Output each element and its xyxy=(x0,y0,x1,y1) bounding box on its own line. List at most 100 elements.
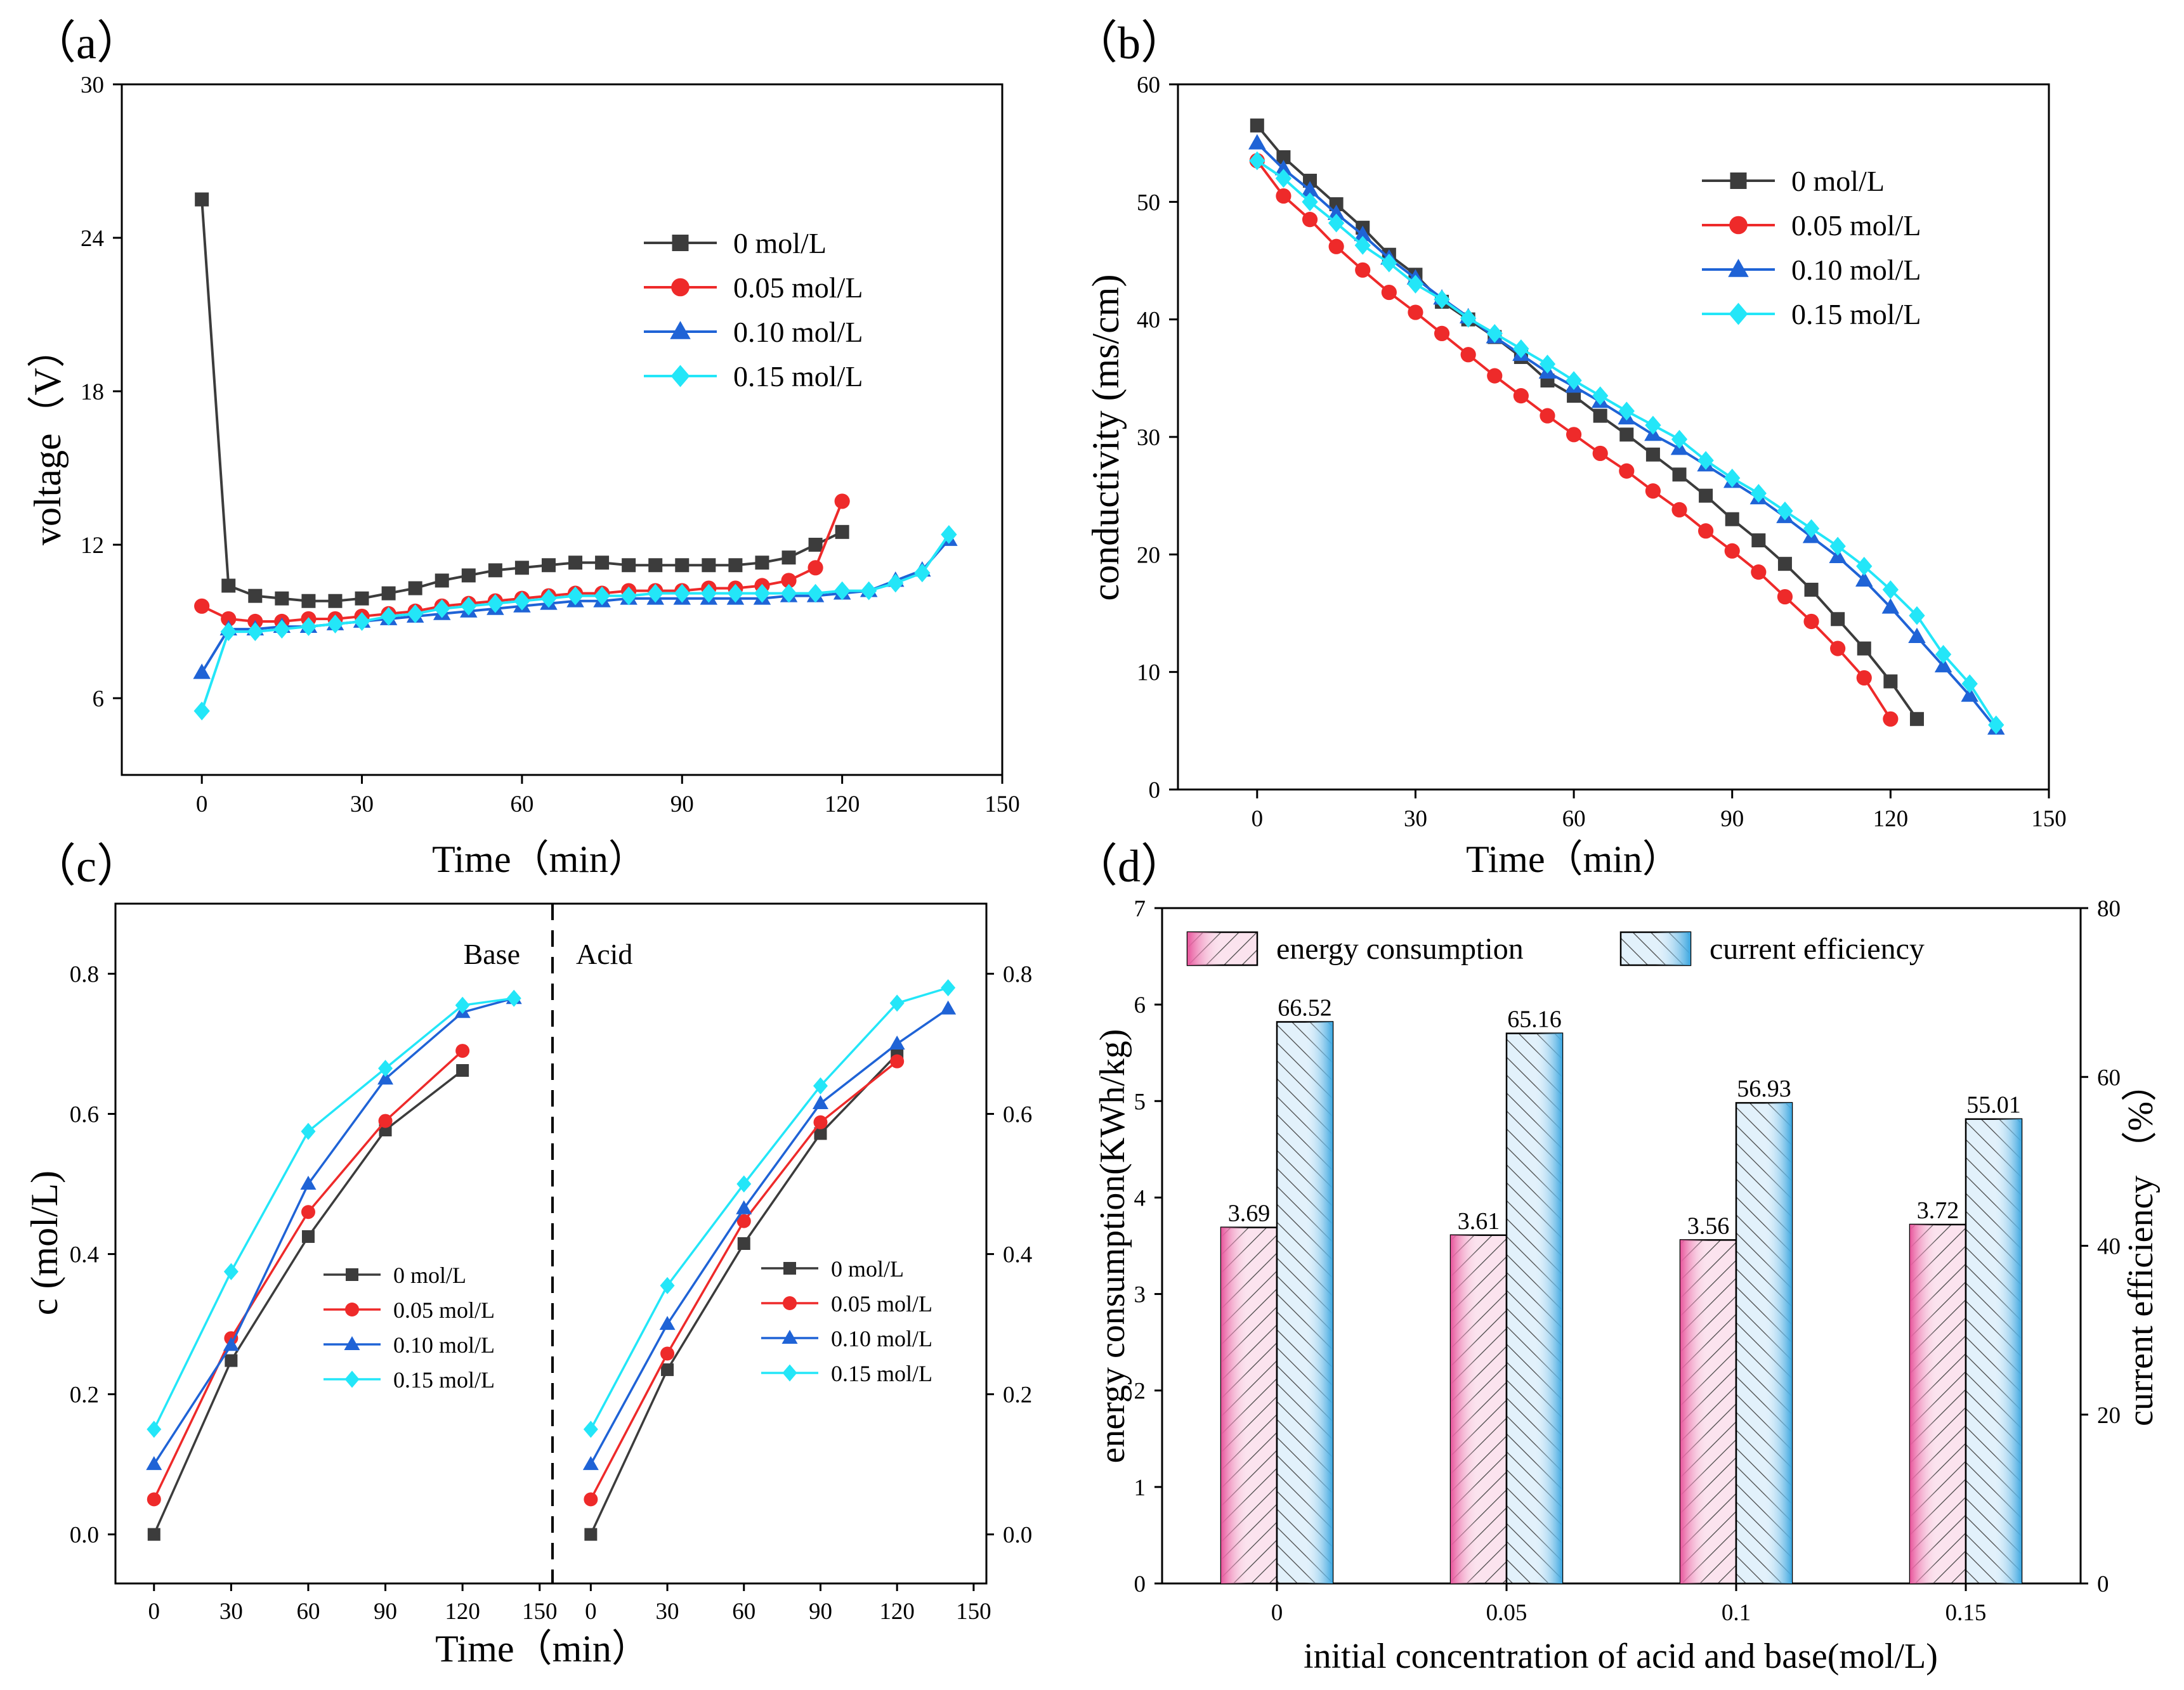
y2-tick-label: 0.8 xyxy=(1003,962,1032,988)
y-tick-label: 30 xyxy=(81,72,104,98)
data-point xyxy=(1407,275,1424,294)
x-tick-label: 0 xyxy=(196,791,208,817)
data-point xyxy=(147,1492,161,1507)
data-point xyxy=(1935,645,1952,664)
data-point xyxy=(407,604,424,623)
data-point xyxy=(221,611,237,627)
x-tick-label: 150 xyxy=(956,1599,991,1625)
x-tick-label: 0.05 xyxy=(1486,1600,1527,1626)
data-point xyxy=(328,594,343,608)
x-tick-label: 60 xyxy=(732,1599,755,1625)
data-point xyxy=(1988,715,2004,734)
x-tick-label: 30 xyxy=(1404,806,1427,832)
data-point xyxy=(1855,571,1873,587)
x-tick-label: 30 xyxy=(219,1599,243,1625)
legend-marker xyxy=(346,1268,358,1281)
data-point xyxy=(434,599,450,618)
data-point xyxy=(1460,347,1476,363)
bar-value-label: 3.61 xyxy=(1458,1208,1500,1235)
legend-label: 0.05 mol/L xyxy=(733,271,863,304)
data-point xyxy=(273,620,291,639)
data-point xyxy=(381,586,396,601)
data-point xyxy=(1645,447,1660,462)
legend-marker xyxy=(782,1364,797,1382)
data-point xyxy=(1777,501,1793,521)
data-point xyxy=(1302,212,1318,228)
data-point xyxy=(584,1492,598,1507)
x-tick-label: 90 xyxy=(374,1599,397,1625)
data-point xyxy=(1856,557,1873,576)
y-tick-label: 0.8 xyxy=(70,962,99,988)
data-point xyxy=(147,1420,162,1438)
data-point xyxy=(582,1456,599,1471)
panel-a-label: （a） xyxy=(30,18,142,68)
data-point xyxy=(808,560,823,576)
data-point xyxy=(1777,557,1792,571)
legend-label: 0.15 mol/L xyxy=(733,360,863,393)
y-tick-label: 6 xyxy=(1134,992,1146,1018)
data-point xyxy=(1725,512,1739,526)
y2-tick-label: 0 xyxy=(2097,1571,2109,1597)
bar-value-label: 55.01 xyxy=(1966,1092,2021,1119)
data-point xyxy=(225,1354,238,1367)
data-point xyxy=(514,591,530,611)
y-tick-label: 6 xyxy=(93,686,105,712)
legend-label: 0.10 mol/L xyxy=(733,316,863,348)
data-point xyxy=(514,561,529,575)
data-point xyxy=(456,1064,469,1077)
plot-frame xyxy=(114,902,988,1585)
x-tick-label: 60 xyxy=(510,791,533,817)
data-point xyxy=(940,1000,957,1015)
data-point xyxy=(583,1420,598,1438)
data-point xyxy=(861,581,877,601)
data-point xyxy=(378,1060,393,1077)
data-point xyxy=(1328,213,1345,233)
x-tick-label: 0 xyxy=(1271,1600,1283,1626)
data-point xyxy=(1540,408,1555,424)
panel-d-ylabel: energy consumption(KWh/kg) xyxy=(1093,1029,1132,1464)
data-point xyxy=(223,1337,239,1351)
bar-value-label: 3.69 xyxy=(1228,1200,1271,1227)
data-point xyxy=(461,596,477,616)
x-tick-label: 90 xyxy=(670,791,694,817)
y-tick-label: 10 xyxy=(1137,660,1160,686)
data-point xyxy=(1566,371,1582,390)
data-point xyxy=(353,612,370,631)
data-point xyxy=(736,1214,751,1228)
data-point xyxy=(1671,502,1687,518)
data-point xyxy=(301,1205,315,1219)
series-line xyxy=(589,986,949,1430)
y-tick-label: 30 xyxy=(1137,425,1160,451)
y-tick-label: 0.4 xyxy=(70,1242,99,1268)
x-tick-label: 60 xyxy=(296,1599,320,1625)
data-point xyxy=(275,591,289,606)
x-tick-label: 150 xyxy=(522,1599,558,1625)
x-tick-label: 0 xyxy=(585,1599,597,1625)
x-tick-label: 0 xyxy=(148,1599,160,1625)
data-point xyxy=(889,1036,905,1050)
data-point xyxy=(455,996,470,1014)
data-point xyxy=(1750,484,1767,503)
legend-swatch-shade xyxy=(1187,932,1257,965)
y-tick-label: 3 xyxy=(1134,1282,1146,1308)
legend-label: 0.05 mol/L xyxy=(1791,209,1921,242)
data-point xyxy=(1327,204,1345,220)
x-tick-label: 30 xyxy=(350,791,374,817)
y-tick-label: 0.2 xyxy=(70,1382,99,1408)
legend-marker xyxy=(344,1370,360,1388)
data-point xyxy=(813,1115,828,1129)
data-point xyxy=(1486,324,1503,343)
legend-label: 0.05 mol/L xyxy=(831,1291,932,1316)
data-point xyxy=(1593,408,1607,423)
data-point xyxy=(541,558,556,573)
data-point xyxy=(595,556,610,570)
data-point xyxy=(147,1528,160,1541)
data-point xyxy=(1645,483,1661,499)
x-tick-label: 120 xyxy=(445,1599,480,1625)
x-tick-label: 120 xyxy=(825,791,860,817)
data-point xyxy=(1881,598,1900,614)
panel-d-y2label: current efficiency （%） xyxy=(2121,1066,2161,1426)
data-point xyxy=(1434,325,1450,342)
data-point xyxy=(221,578,236,593)
legend-label: 0.10 mol/L xyxy=(393,1332,495,1358)
